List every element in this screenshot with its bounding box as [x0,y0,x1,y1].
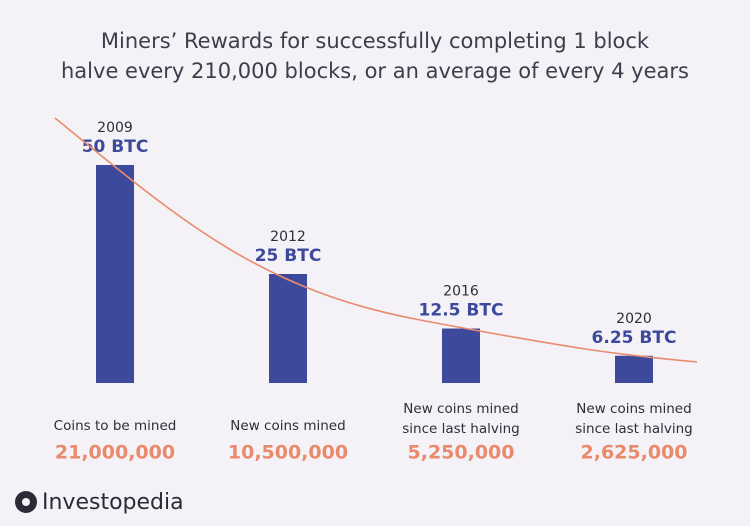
value-label: 12.5 BTC [419,301,504,321]
bar [615,355,653,383]
description: Coins to be mined [54,418,177,434]
value-label: 6.25 BTC [592,328,677,348]
value-label: 50 BTC [82,137,149,157]
value-label: 25 BTC [255,246,322,266]
bar [96,165,134,383]
chart-title: Miners’ Rewards for successfully complet… [101,29,650,53]
logo-icon-dot [22,498,30,506]
description: New coins mined [230,418,345,434]
bar [269,274,307,383]
coins-label: 21,000,000 [55,442,175,464]
year-label: 2012 [270,229,306,245]
chart-title: halve every 210,000 blocks, or an averag… [61,59,689,83]
coins-label: 2,625,000 [581,442,688,464]
year-label: 2009 [97,120,133,136]
logo-text: Investopedia [42,490,184,515]
logo: Investopedia [15,490,184,515]
coins-label: 10,500,000 [228,442,348,464]
year-label: 2020 [616,311,652,327]
year-label: 2016 [443,284,479,300]
description: New coins mined [576,401,691,417]
bar [442,328,480,383]
coins-label: 5,250,000 [408,442,515,464]
description: since last halving [402,421,519,437]
trend-curve [54,117,698,363]
description: since last halving [575,421,692,437]
description: New coins mined [403,401,518,417]
